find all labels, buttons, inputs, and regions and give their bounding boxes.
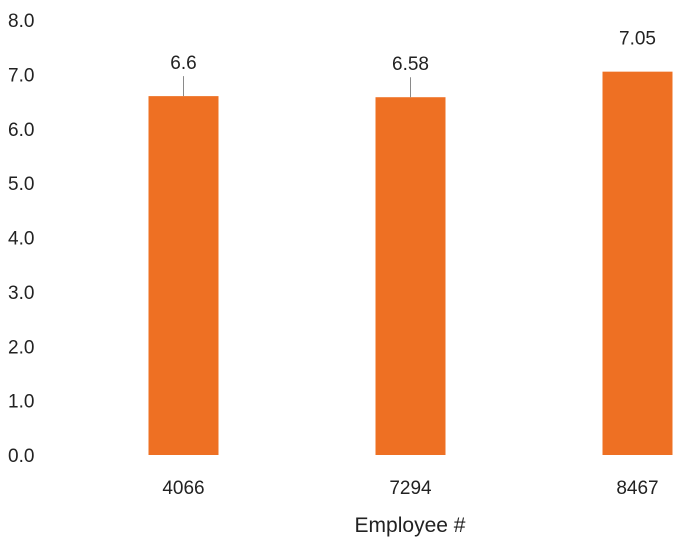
- x-tick-label: 4066: [162, 478, 204, 499]
- y-tick-label: 7.0: [8, 65, 34, 86]
- x-tick-label: 7294: [389, 478, 432, 499]
- data-labels: 6.6 6.58 7.05: [170, 29, 656, 98]
- x-tick-label: 8467: [616, 478, 658, 499]
- y-tick-label: 4.0: [8, 229, 34, 250]
- x-axis-title: Employee #: [355, 514, 466, 537]
- y-tick-label: 8.0: [8, 11, 34, 32]
- data-label-7294: 6.58: [392, 54, 429, 75]
- bar-4066: [148, 96, 219, 455]
- bar-8467: [602, 71, 673, 455]
- y-tick-label: 6.0: [8, 120, 34, 141]
- y-tick-label: 0.0: [8, 446, 34, 467]
- y-tick-label: 1.0: [8, 392, 34, 413]
- y-tick-label: 5.0: [8, 174, 34, 195]
- bar-series: [148, 71, 673, 456]
- x-axis: 4066 7294 8467: [162, 478, 658, 499]
- y-axis: 0.0 1.0 2.0 3.0 4.0 5.0 6.0 7.0 8.0: [8, 11, 34, 467]
- data-label-4066: 6.6: [170, 53, 196, 74]
- bar-7294: [375, 97, 446, 456]
- data-label-8467: 7.05: [619, 29, 656, 50]
- y-tick-label: 2.0: [8, 337, 34, 358]
- y-tick-label: 3.0: [8, 283, 34, 304]
